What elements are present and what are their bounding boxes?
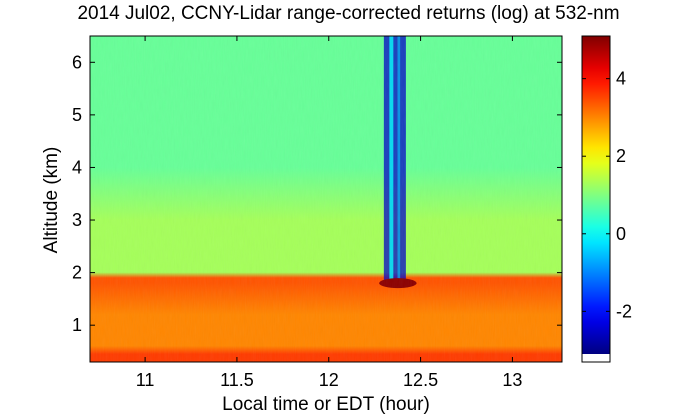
- colorbar: [581, 35, 611, 363]
- colorbar-frame: [581, 35, 611, 363]
- heatmap-texture: [90, 36, 562, 362]
- y-axis: 1 2 3 4 5 6: [72, 52, 562, 335]
- x-axis-label: Local time or EDT (hour): [222, 394, 430, 415]
- y-tick-label: 3: [72, 210, 82, 230]
- y-tick-label: 2: [72, 263, 82, 283]
- colorbar-tick-label: -2: [616, 301, 632, 321]
- colorbar-tick-label: 4: [616, 69, 626, 89]
- plot-frame: [89, 35, 563, 363]
- y-tick-label: 5: [72, 105, 82, 125]
- x-tick-label: 11: [136, 370, 155, 390]
- heatmap-plot-area: [90, 36, 562, 362]
- y-tick-label: 4: [72, 157, 82, 177]
- x-tick-label: 13: [502, 370, 522, 390]
- x-tick-label: 12: [319, 370, 339, 390]
- colorbar-axis: -2 0 2 4: [582, 69, 632, 321]
- x-axis: 11 11.5 12 12.5 13: [136, 36, 522, 390]
- y-tick-label: 1: [72, 315, 82, 335]
- colorbar-tick-label: 0: [616, 224, 626, 244]
- colorbar-fill: [582, 36, 610, 354]
- chart-title: 2014 Jul02, CCNY-Lidar range-corrected r…: [77, 3, 620, 24]
- x-tick-label: 11.5: [220, 370, 254, 390]
- y-tick-label: 6: [72, 52, 82, 72]
- x-tick-label: 12.5: [403, 370, 438, 390]
- colorbar-tick-label: 2: [616, 146, 626, 166]
